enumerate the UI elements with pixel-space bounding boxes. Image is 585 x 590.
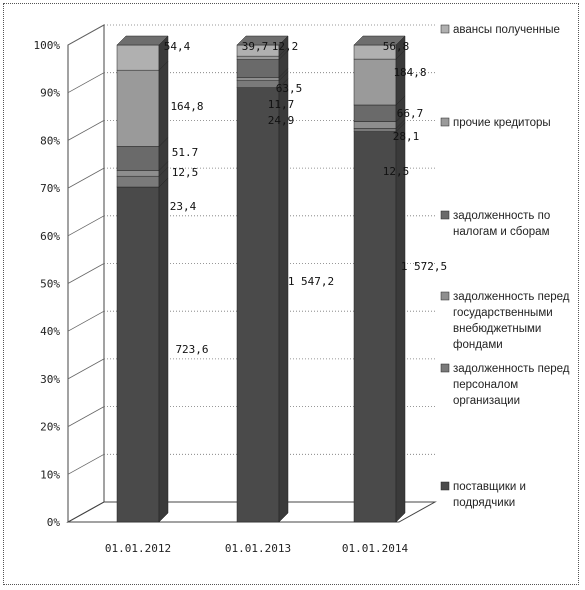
y-tick-label: 0% xyxy=(47,516,61,529)
bar-segment xyxy=(353,58,397,106)
bar-segment xyxy=(353,121,397,129)
data-label: 164,8 xyxy=(170,100,203,113)
bar-segment xyxy=(353,131,397,523)
legend-swatch xyxy=(440,291,450,301)
data-label: 1 547,2 xyxy=(288,275,334,288)
x-tick-label: 01.01.2012 xyxy=(105,542,171,555)
bar-top xyxy=(353,35,406,46)
bar-segment xyxy=(116,170,160,177)
x-tick-label: 01.01.2013 xyxy=(225,542,291,555)
gridline-side xyxy=(67,24,105,46)
bar-segment xyxy=(353,104,397,122)
data-label: 1 572,5 xyxy=(401,260,447,273)
bar-segment-side xyxy=(278,78,289,523)
data-label: 51.7 xyxy=(172,146,199,159)
y-tick-label: 50% xyxy=(40,278,60,291)
data-label: 66,7 xyxy=(397,107,424,120)
bar-segment xyxy=(116,44,160,71)
data-label: 56,8 xyxy=(383,40,410,53)
data-label: 39,7 xyxy=(242,40,269,53)
legend-label: задолженность по xyxy=(453,210,550,222)
legend-label: фондами xyxy=(453,339,503,351)
floor xyxy=(66,501,437,523)
legend-label: задолженность перед xyxy=(453,363,570,375)
x-tick-label: 01.01.2014 xyxy=(342,542,409,555)
bar-segment xyxy=(236,87,280,523)
legend-swatch xyxy=(440,481,450,491)
bar-segment xyxy=(116,146,160,171)
bar-segment xyxy=(236,80,280,88)
y-tick-label: 100% xyxy=(34,39,61,52)
bar-top xyxy=(116,35,169,46)
legend-swatch xyxy=(440,363,450,373)
legend-label: персоналом xyxy=(453,379,518,391)
data-label: 12,5 xyxy=(172,166,199,179)
bar-segment-side xyxy=(158,177,169,523)
bar-top xyxy=(236,35,289,46)
data-label: 184,8 xyxy=(393,66,426,79)
y-tick-label: 10% xyxy=(40,468,60,481)
legend-label: внебюджетными xyxy=(453,323,541,335)
legend-swatch xyxy=(440,210,450,220)
legend-swatch xyxy=(440,117,450,127)
bar-segment xyxy=(353,128,397,132)
legend-label: государственными xyxy=(453,307,553,319)
bar-segment xyxy=(116,186,160,523)
y-tick-label: 60% xyxy=(40,230,60,243)
legend-label: прочие кредиторы xyxy=(453,117,551,129)
legend-swatch xyxy=(440,24,450,34)
data-label: 723,6 xyxy=(175,343,208,356)
gridline-side xyxy=(67,215,105,237)
data-label: 23,4 xyxy=(170,200,197,213)
data-label: 12,5 xyxy=(383,165,410,178)
data-label: 11,7 xyxy=(268,98,295,111)
y-tick-label: 70% xyxy=(40,182,60,195)
gridline-side xyxy=(67,358,105,380)
bar-segment xyxy=(236,59,280,78)
chart-frame xyxy=(3,3,579,585)
gridline-side xyxy=(67,167,105,189)
gridline-side xyxy=(67,406,105,427)
data-label: 24,9 xyxy=(268,114,295,127)
bar-segment-side xyxy=(158,60,169,148)
legend-label: подрядчики xyxy=(453,497,515,509)
legend-label: задолженность перед xyxy=(453,291,570,303)
legend-label: организации xyxy=(453,395,520,407)
gridline-side xyxy=(67,263,105,284)
y-tick-label: 40% xyxy=(40,325,60,338)
gridline-side xyxy=(67,453,105,475)
y-tick-label: 80% xyxy=(40,134,60,147)
y-tick-label: 20% xyxy=(40,421,60,434)
legend-label: налогам и сборам xyxy=(453,226,550,238)
gridline-side xyxy=(67,310,105,332)
data-label: 63,5 xyxy=(276,82,303,95)
bar-segment xyxy=(236,55,280,60)
bar-segment xyxy=(116,69,160,147)
gridline-side xyxy=(67,120,105,141)
legend-label: авансы полученные xyxy=(453,24,560,36)
gridline-side xyxy=(67,72,105,94)
y-tick-label: 90% xyxy=(40,87,60,100)
y-tick-label: 30% xyxy=(40,373,60,386)
bar-segment xyxy=(116,175,160,188)
data-label: 12,2 xyxy=(272,40,299,53)
bar-segment-side xyxy=(395,122,406,523)
data-label: 28,1 xyxy=(393,130,420,143)
bar-segment xyxy=(236,77,280,81)
legend-label: поставщики и xyxy=(453,481,526,493)
data-label: 54,4 xyxy=(164,40,191,53)
